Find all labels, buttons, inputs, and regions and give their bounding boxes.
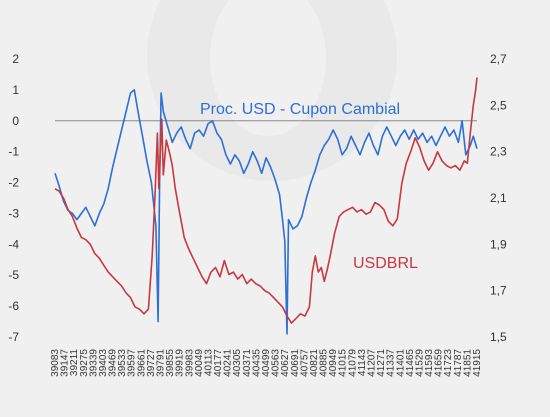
right-tick-label: 1,5 xyxy=(490,330,507,344)
x-tick-label: 39791 xyxy=(156,349,167,377)
left-tick-label: 1 xyxy=(12,83,19,97)
x-tick-label: 39211 xyxy=(69,349,80,377)
x-tick-label: 40757 xyxy=(299,349,310,377)
x-tick-label: 41465 xyxy=(405,349,416,377)
watermark-logo xyxy=(147,0,397,181)
x-tick-label: 39661 xyxy=(136,349,147,377)
x-tick-label: 39275 xyxy=(79,349,90,377)
x-tick-label: 41529 xyxy=(414,349,425,377)
x-tick-label: 40499 xyxy=(261,349,272,377)
x-tick-label: 40049 xyxy=(194,349,205,377)
x-tick-label: 41593 xyxy=(424,349,435,377)
x-tick-label: 41337 xyxy=(386,349,397,377)
x-tick-label: 39339 xyxy=(88,349,99,377)
x-tick-label: 40563 xyxy=(271,349,282,377)
series-label-usdbrl: USDBRL xyxy=(353,255,418,272)
x-tick-label: 41851 xyxy=(462,349,473,377)
x-tick-label: 41207 xyxy=(367,349,378,377)
left-axis: 2 1 0 -1 -2 -3 -4 -5 -6 -7 xyxy=(8,52,19,344)
series-label-proc-usd: Proc. USD - Cupon Cambial xyxy=(200,101,400,118)
series-line-proc-usd xyxy=(54,89,478,335)
right-tick-label: 2,1 xyxy=(490,191,507,205)
x-tick-label: 39597 xyxy=(127,349,138,377)
x-tick-label: 39727 xyxy=(146,349,157,377)
left-tick-label: -4 xyxy=(8,237,19,251)
x-tick-label: 40113 xyxy=(203,349,214,377)
left-tick-label: 0 xyxy=(12,114,19,128)
x-tick-label: 40177 xyxy=(213,349,224,377)
x-tick-label: 40627 xyxy=(280,349,291,377)
x-tick-label: 40821 xyxy=(309,349,320,377)
left-tick-label: -6 xyxy=(8,299,19,313)
left-tick-label: -3 xyxy=(8,206,19,220)
left-tick-label: -2 xyxy=(8,176,19,190)
x-tick-label: 40691 xyxy=(290,349,301,377)
right-tick-label: 1,9 xyxy=(490,237,507,251)
series-line-usdbrl xyxy=(54,77,478,324)
right-tick-label: 1,7 xyxy=(490,284,507,298)
right-tick-label: 2,5 xyxy=(490,98,507,112)
x-tick-label: 39469 xyxy=(108,349,119,377)
x-tick-label: 40241 xyxy=(223,349,234,377)
x-axis: 3908339147392113927539339394033946939533… xyxy=(50,349,483,377)
right-tick-label: 2,3 xyxy=(490,145,507,159)
left-tick-label: -1 xyxy=(8,145,19,159)
x-tick-label: 39919 xyxy=(175,349,186,377)
right-tick-label: 2,7 xyxy=(490,52,507,66)
x-tick-label: 41015 xyxy=(338,349,349,377)
x-tick-label: 41659 xyxy=(434,349,445,377)
x-tick-label: 40885 xyxy=(319,349,330,377)
x-tick-label: 41143 xyxy=(357,349,368,377)
x-tick-label: 39533 xyxy=(117,349,128,377)
left-tick-label: -5 xyxy=(8,268,19,282)
x-tick-label: 39083 xyxy=(50,349,61,377)
series-group xyxy=(54,77,478,335)
x-tick-label: 39855 xyxy=(165,349,176,377)
x-tick-label: 40305 xyxy=(232,349,243,377)
x-tick-label: 40435 xyxy=(251,349,262,377)
x-tick-label: 41787 xyxy=(453,349,464,377)
x-tick-label: 40371 xyxy=(242,349,253,377)
right-axis: 2,7 2,5 2,3 2,1 1,9 1,7 1,5 xyxy=(490,52,507,344)
x-tick-label: 39403 xyxy=(98,349,109,377)
left-tick-label: 2 xyxy=(12,52,19,66)
x-tick-label: 41079 xyxy=(347,349,358,377)
x-tick-label: 41915 xyxy=(472,349,483,377)
x-tick-label: 41401 xyxy=(395,349,406,377)
x-tick-label: 39983 xyxy=(184,349,195,377)
x-tick-label: 41271 xyxy=(376,349,387,377)
x-tick-label: 39147 xyxy=(60,349,71,377)
x-tick-label: 41723 xyxy=(443,349,454,377)
left-tick-label: -7 xyxy=(8,330,19,344)
x-tick-label: 40949 xyxy=(328,349,339,377)
